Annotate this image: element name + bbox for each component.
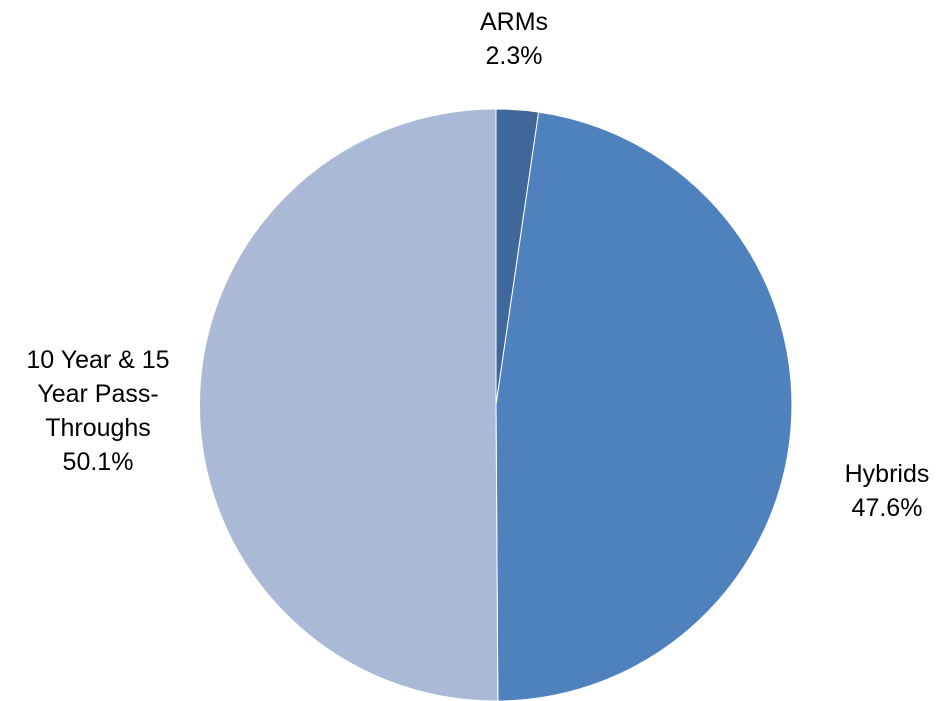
pie-label-name-line: 10 Year & 15 — [26, 346, 169, 374]
pie-label-value: 2.3% — [486, 42, 543, 70]
pie-label-10-year-15-year-pass-throughs: 10 Year & 15 Year Pass- Throughs 50.1% — [26, 346, 169, 476]
pie-slices — [198, 108, 793, 701]
pie-label-name-line: Throughs — [45, 414, 151, 442]
pie-slice-10-year-15-year-pass-throughs — [198, 108, 499, 701]
pie-label-name-line: ARMs — [480, 8, 548, 36]
pie-labels: ARMs 2.3% Hybrids 47.6% 10 Year & 15 Year Pas… — [26, 8, 929, 522]
pie-slice-hybrids — [495, 111, 793, 701]
pie-label-name-line: Year Pass- — [37, 380, 158, 408]
pie-label-name-line: Hybrids — [845, 460, 930, 488]
pie-label-arms: ARMs 2.3% — [480, 8, 548, 70]
pie-label-hybrids: Hybrids 47.6% — [845, 460, 930, 522]
pie-label-value: 50.1% — [63, 448, 134, 476]
pie-label-value: 47.6% — [852, 494, 923, 522]
